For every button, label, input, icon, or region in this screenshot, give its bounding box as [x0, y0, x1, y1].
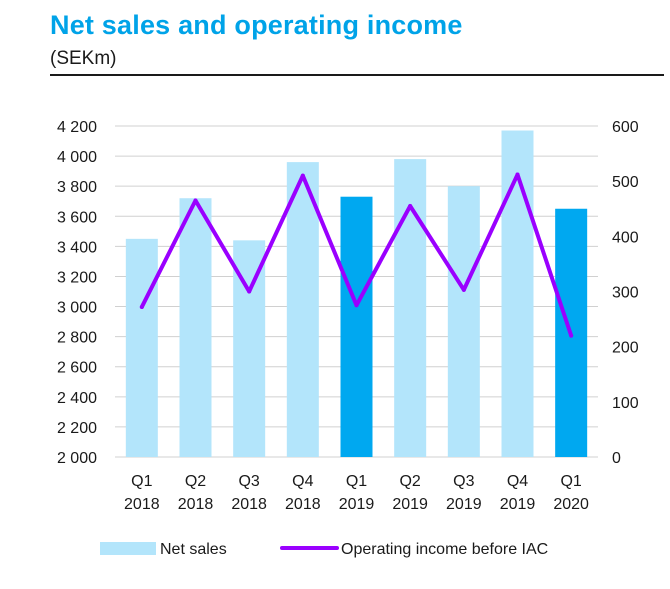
operating-income-point [193, 198, 198, 203]
operating-income-point [408, 203, 413, 208]
x-tick-year: 2020 [553, 496, 589, 513]
x-tick-quarter: Q3 [238, 473, 259, 490]
chart-title: Net sales and operating income [50, 10, 463, 40]
left-axis-ticks: 2 000 2 200 2 400 2 600 2 800 3 000 3 200 3 400… [57, 119, 97, 467]
right-tick-label: 400 [612, 229, 639, 246]
x-tick-year: 2019 [446, 496, 482, 513]
x-tick-year: 2018 [285, 496, 321, 513]
x-tick-year: 2018 [124, 496, 160, 513]
x-tick-year: 2019 [339, 496, 375, 513]
operating-income-point [247, 289, 252, 294]
right-tick-label: 200 [612, 340, 639, 357]
operating-income-point [354, 303, 359, 308]
x-tick-quarter: Q2 [399, 473, 420, 490]
operating-income-point [139, 304, 144, 309]
left-tick-label: 3 600 [57, 209, 97, 226]
net-sales-bar [125, 238, 158, 457]
net-sales-bars [125, 130, 588, 458]
x-tick-year: 2019 [500, 496, 536, 513]
title-divider [50, 74, 664, 76]
operating-income-point [461, 287, 466, 292]
left-tick-label: 2 400 [57, 390, 97, 407]
left-tick-label: 2 000 [57, 450, 97, 467]
legend-operating-income-label: Operating income before IAC [341, 541, 548, 558]
x-tick-year: 2018 [178, 496, 214, 513]
x-tick-quarter: Q1 [560, 473, 581, 490]
right-axis-ticks: 0 100 200 300 400 500 600 [612, 119, 639, 467]
right-tick-label: 300 [612, 285, 639, 302]
net-sales-bar [394, 159, 427, 457]
left-tick-label: 3 800 [57, 179, 97, 196]
x-tick-quarter: Q3 [453, 473, 474, 490]
left-tick-label: 4 200 [57, 119, 97, 136]
net-sales-bar [340, 196, 373, 458]
x-tick-quarter: Q1 [346, 473, 367, 490]
x-tick-quarter: Q4 [292, 473, 313, 490]
left-tick-label: 4 000 [57, 149, 97, 166]
x-tick-quarter: Q4 [507, 473, 528, 490]
left-tick-label: 2 600 [57, 360, 97, 377]
x-tick-quarter: Q1 [131, 473, 152, 490]
x-axis-ticks: Q1 2018 Q2 2018 Q3 2018 Q4 2018 Q1 2019 Q2 2019 Q3 20… [124, 473, 589, 513]
left-tick-label: 2 200 [57, 420, 97, 437]
x-tick-year: 2018 [231, 496, 267, 513]
right-tick-label: 600 [612, 119, 639, 136]
operating-income-point [300, 173, 305, 178]
chart-subtitle: (SEKm) [50, 48, 117, 69]
legend-net-sales-swatch [100, 542, 156, 555]
x-tick-quarter: Q2 [185, 473, 206, 490]
operating-income-point [515, 172, 520, 177]
net-sales-bar [179, 198, 212, 457]
right-tick-label: 100 [612, 395, 639, 412]
left-tick-label: 3 200 [57, 269, 97, 286]
net-sales-bar [501, 130, 534, 457]
net-sales-bar [286, 162, 319, 458]
right-tick-label: 0 [612, 450, 621, 467]
net-sales-bar [447, 186, 480, 457]
legend-net-sales-label: Net sales [160, 541, 227, 558]
left-tick-label: 3 400 [57, 239, 97, 256]
x-tick-year: 2019 [392, 496, 428, 513]
left-tick-label: 3 000 [57, 300, 97, 317]
legend: Net sales Operating income before IAC [100, 541, 548, 558]
left-tick-label: 2 800 [57, 330, 97, 347]
right-tick-label: 500 [612, 174, 639, 191]
operating-income-line [139, 172, 574, 338]
operating-income-point [569, 333, 574, 338]
